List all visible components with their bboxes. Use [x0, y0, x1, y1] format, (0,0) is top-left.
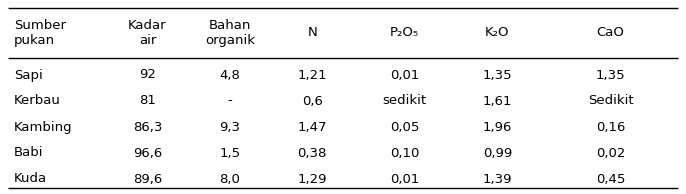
Text: 0,38: 0,38 — [298, 146, 327, 159]
Text: 1,29: 1,29 — [297, 172, 327, 185]
Text: 0,02: 0,02 — [596, 146, 625, 159]
Text: 81: 81 — [139, 94, 156, 107]
Text: Kerbau: Kerbau — [14, 94, 60, 107]
Text: 1,61: 1,61 — [482, 94, 512, 107]
Text: 1,35: 1,35 — [482, 68, 512, 81]
Text: 1,96: 1,96 — [483, 120, 512, 133]
Text: K₂O: K₂O — [485, 27, 510, 40]
Text: P₂O₅: P₂O₅ — [390, 27, 419, 40]
Text: -: - — [228, 94, 232, 107]
Text: 0,10: 0,10 — [390, 146, 419, 159]
Text: sedikit: sedikit — [383, 94, 427, 107]
Text: Kambing: Kambing — [14, 120, 72, 133]
Text: 0,6: 0,6 — [302, 94, 322, 107]
Text: 92: 92 — [139, 68, 156, 81]
Text: 1,21: 1,21 — [297, 68, 327, 81]
Text: 96,6: 96,6 — [133, 146, 162, 159]
Text: 0,45: 0,45 — [596, 172, 625, 185]
Text: Kuda: Kuda — [14, 172, 47, 185]
Text: 0,16: 0,16 — [596, 120, 625, 133]
Text: 0,01: 0,01 — [390, 68, 419, 81]
Text: 1,47: 1,47 — [297, 120, 327, 133]
Text: Kadar
air: Kadar air — [128, 19, 167, 47]
Text: Sedikit: Sedikit — [588, 94, 633, 107]
Text: Sumber
pukan: Sumber pukan — [14, 19, 66, 47]
Text: CaO: CaO — [597, 27, 624, 40]
Text: 89,6: 89,6 — [133, 172, 162, 185]
Text: N: N — [307, 27, 317, 40]
Text: 8,0: 8,0 — [220, 172, 240, 185]
Text: 1,5: 1,5 — [220, 146, 240, 159]
Text: 1,35: 1,35 — [595, 68, 626, 81]
Text: Bahan
organik: Bahan organik — [205, 19, 255, 47]
Text: 4,8: 4,8 — [220, 68, 240, 81]
Text: Sapi: Sapi — [14, 68, 43, 81]
Text: Babi: Babi — [14, 146, 43, 159]
Text: 1,39: 1,39 — [482, 172, 512, 185]
Text: 0,99: 0,99 — [483, 146, 512, 159]
Text: 0,01: 0,01 — [390, 172, 419, 185]
Text: 9,3: 9,3 — [220, 120, 240, 133]
Text: 86,3: 86,3 — [133, 120, 162, 133]
Text: 0,05: 0,05 — [390, 120, 419, 133]
